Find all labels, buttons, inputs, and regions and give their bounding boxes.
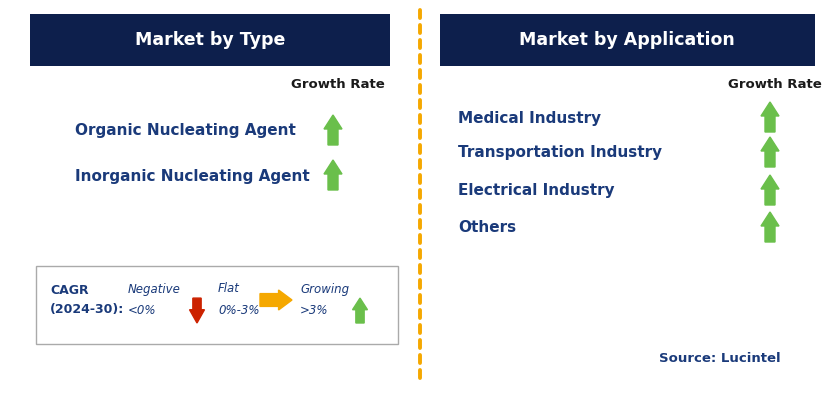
Text: Market by Application: Market by Application — [518, 31, 734, 49]
Text: Source: Lucintel: Source: Lucintel — [659, 352, 780, 364]
Text: Growth Rate: Growth Rate — [727, 78, 821, 91]
Text: Others: Others — [457, 221, 516, 236]
Text: Flat: Flat — [217, 282, 240, 295]
Bar — [36, 266, 398, 344]
Text: Growth Rate: Growth Rate — [291, 78, 385, 91]
Polygon shape — [260, 290, 292, 310]
Bar — [30, 14, 390, 66]
Text: Transportation Industry: Transportation Industry — [457, 145, 661, 160]
Text: Growing: Growing — [299, 282, 349, 295]
Polygon shape — [760, 102, 778, 132]
Text: CAGR: CAGR — [50, 284, 89, 297]
Text: Negative: Negative — [128, 282, 181, 295]
Polygon shape — [189, 298, 204, 323]
Text: <0%: <0% — [128, 303, 156, 316]
Polygon shape — [760, 212, 778, 242]
Bar — [440, 14, 814, 66]
Polygon shape — [352, 298, 367, 323]
Text: >3%: >3% — [299, 303, 328, 316]
Text: Market by Type: Market by Type — [135, 31, 285, 49]
Polygon shape — [324, 115, 342, 145]
Text: Organic Nucleating Agent: Organic Nucleating Agent — [75, 124, 295, 139]
Polygon shape — [324, 160, 342, 190]
Text: Electrical Industry: Electrical Industry — [457, 183, 614, 198]
Polygon shape — [760, 137, 778, 167]
Text: (2024-30):: (2024-30): — [50, 303, 124, 316]
Text: Medical Industry: Medical Industry — [457, 110, 600, 126]
Text: 0%-3%: 0%-3% — [217, 303, 259, 316]
Text: Inorganic Nucleating Agent: Inorganic Nucleating Agent — [75, 169, 309, 183]
Polygon shape — [760, 175, 778, 205]
